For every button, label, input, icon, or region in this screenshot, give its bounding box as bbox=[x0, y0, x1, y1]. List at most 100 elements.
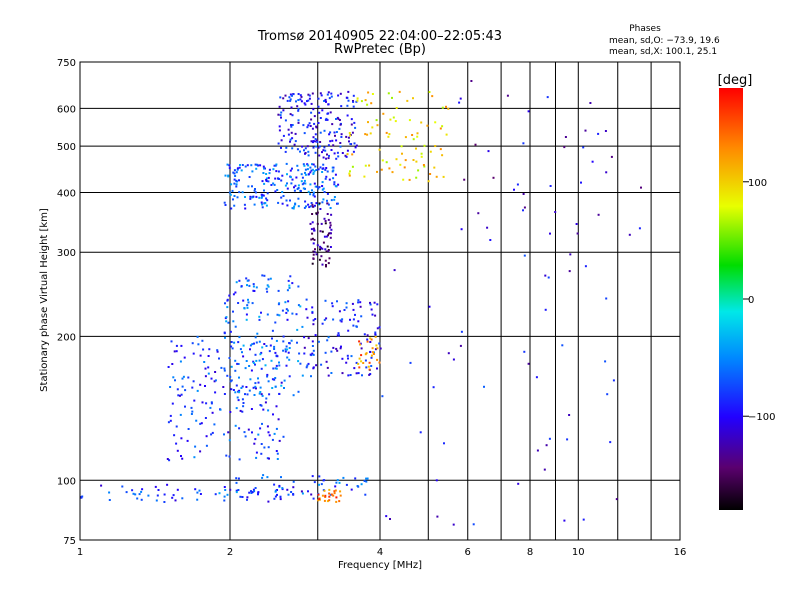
data-point bbox=[263, 167, 266, 170]
data-point bbox=[506, 94, 509, 97]
data-point bbox=[439, 127, 442, 130]
data-point bbox=[375, 344, 378, 347]
data-point bbox=[163, 501, 166, 503]
data-point bbox=[277, 418, 280, 421]
data-point bbox=[254, 353, 257, 356]
data-point bbox=[108, 499, 111, 501]
data-point bbox=[280, 139, 283, 142]
data-point bbox=[335, 118, 337, 120]
data-point bbox=[276, 355, 279, 358]
data-point bbox=[314, 185, 317, 188]
data-point bbox=[282, 109, 285, 112]
data-point bbox=[238, 179, 240, 182]
data-point bbox=[261, 203, 264, 206]
data-point bbox=[285, 162, 288, 165]
data-point bbox=[265, 178, 268, 181]
data-point bbox=[287, 351, 290, 354]
data-point bbox=[311, 221, 314, 224]
data-point bbox=[291, 124, 294, 126]
data-point bbox=[420, 152, 423, 155]
data-point bbox=[306, 163, 309, 166]
data-point bbox=[232, 171, 235, 174]
data-point bbox=[233, 195, 236, 197]
data-point bbox=[328, 154, 330, 157]
data-point bbox=[192, 352, 195, 355]
data-point bbox=[294, 184, 297, 187]
cluster bbox=[223, 274, 304, 397]
data-point bbox=[244, 196, 246, 198]
data-point bbox=[260, 351, 263, 354]
data-point bbox=[230, 365, 233, 368]
data-point bbox=[239, 348, 242, 351]
data-point bbox=[351, 165, 354, 168]
data-point bbox=[285, 308, 288, 311]
data-point bbox=[364, 493, 367, 496]
data-point bbox=[249, 344, 252, 347]
data-point bbox=[300, 95, 303, 98]
data-point bbox=[313, 170, 316, 173]
data-point bbox=[309, 171, 312, 174]
data-point bbox=[258, 315, 261, 318]
data-point bbox=[260, 193, 263, 196]
x-tick-label: 6 bbox=[465, 547, 471, 558]
data-point bbox=[307, 362, 310, 365]
data-point bbox=[324, 149, 327, 152]
data-point bbox=[436, 515, 439, 518]
data-point bbox=[332, 177, 335, 180]
data-point bbox=[194, 488, 197, 491]
data-point bbox=[214, 391, 217, 394]
data-point bbox=[282, 97, 285, 100]
data-point bbox=[234, 424, 237, 427]
data-point bbox=[332, 169, 335, 172]
data-point bbox=[276, 313, 279, 316]
data-point bbox=[311, 127, 314, 130]
data-point bbox=[278, 129, 281, 132]
data-point bbox=[265, 180, 268, 182]
data-point bbox=[253, 342, 255, 345]
data-point bbox=[364, 99, 367, 102]
data-point bbox=[216, 350, 219, 353]
data-point bbox=[362, 362, 365, 364]
data-point bbox=[246, 164, 249, 167]
data-point bbox=[242, 344, 245, 347]
data-point bbox=[273, 497, 276, 500]
data-point bbox=[584, 265, 587, 268]
cluster bbox=[357, 335, 381, 371]
data-point bbox=[335, 500, 338, 503]
data-point bbox=[338, 310, 341, 313]
data-point bbox=[279, 498, 282, 501]
data-point bbox=[224, 302, 226, 305]
data-point bbox=[385, 515, 388, 518]
data-point bbox=[376, 358, 379, 361]
data-point bbox=[319, 131, 322, 134]
data-point bbox=[304, 182, 307, 185]
data-point bbox=[301, 145, 304, 148]
data-point bbox=[274, 190, 277, 193]
data-point bbox=[237, 399, 240, 402]
data-point bbox=[236, 167, 239, 170]
data-point bbox=[204, 385, 206, 387]
data-point bbox=[213, 380, 216, 383]
data-point bbox=[258, 318, 261, 321]
data-point bbox=[229, 380, 232, 383]
data-point bbox=[367, 91, 370, 94]
data-point bbox=[340, 320, 343, 323]
data-point bbox=[286, 356, 289, 359]
data-point bbox=[368, 164, 371, 167]
data-point bbox=[323, 499, 326, 502]
data-point bbox=[309, 205, 312, 208]
data-point bbox=[317, 340, 320, 343]
data-point bbox=[423, 144, 426, 147]
data-point bbox=[309, 193, 312, 196]
data-point bbox=[400, 145, 403, 148]
x-tick-label: 4 bbox=[377, 547, 383, 558]
data-point bbox=[100, 484, 103, 487]
data-point bbox=[275, 170, 278, 173]
data-point bbox=[318, 154, 321, 157]
data-point bbox=[319, 245, 322, 248]
data-point bbox=[249, 195, 252, 198]
data-point bbox=[523, 350, 526, 353]
data-point bbox=[276, 458, 279, 460]
data-point bbox=[210, 377, 213, 380]
data-point bbox=[295, 313, 298, 316]
